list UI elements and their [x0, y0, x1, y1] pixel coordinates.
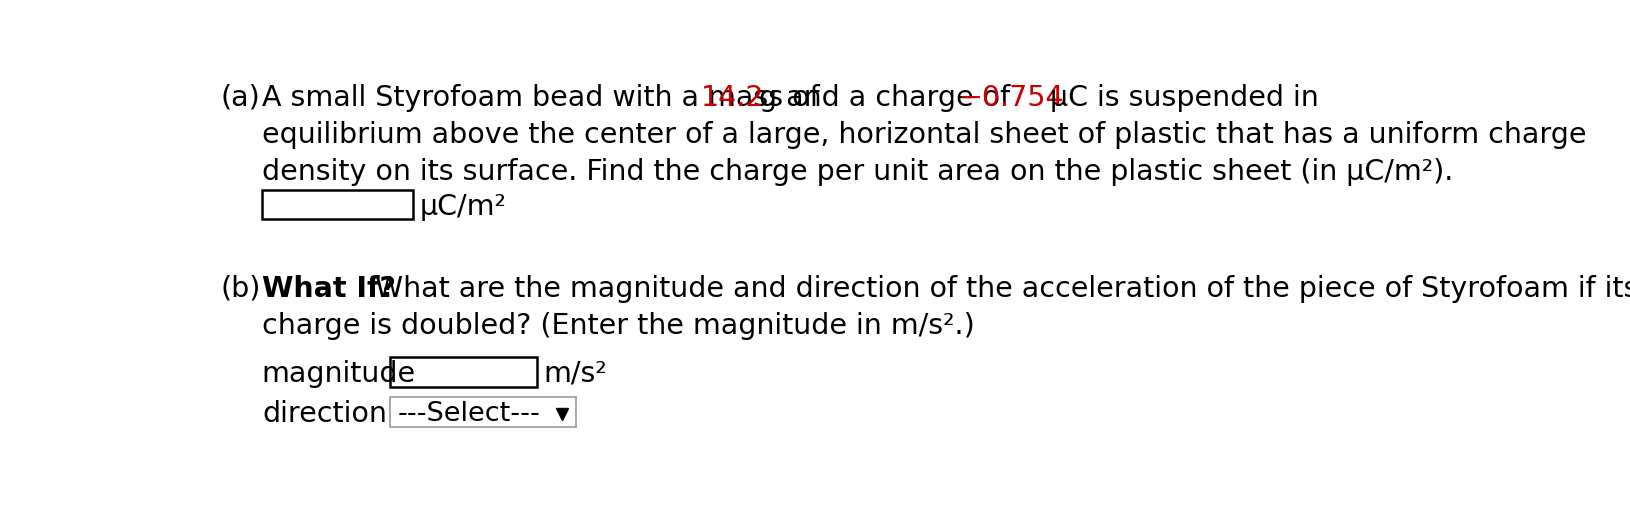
Text: (a): (a)	[220, 84, 261, 112]
Text: μC is suspended in: μC is suspended in	[1040, 84, 1319, 112]
Text: direction: direction	[262, 400, 386, 427]
Text: charge is doubled? (Enter the magnitude in m/s².): charge is doubled? (Enter the magnitude …	[262, 312, 975, 340]
Text: magnitude: magnitude	[262, 359, 416, 387]
Text: A small Styrofoam bead with a mass of: A small Styrofoam bead with a mass of	[262, 84, 828, 112]
FancyBboxPatch shape	[390, 397, 575, 426]
Text: g and a charge of: g and a charge of	[750, 84, 1019, 112]
Text: μC/m²: μC/m²	[419, 193, 505, 221]
Text: ---Select---: ---Select---	[398, 401, 541, 427]
FancyBboxPatch shape	[262, 190, 412, 220]
Text: equilibrium above the center of a large, horizontal sheet of plastic that has a : equilibrium above the center of a large,…	[262, 121, 1586, 149]
Text: m/s²: m/s²	[543, 359, 606, 387]
Text: What If?: What If?	[262, 275, 396, 303]
FancyBboxPatch shape	[390, 357, 536, 386]
Text: 14.2: 14.2	[701, 84, 764, 112]
Text: What are the magnitude and direction of the acceleration of the piece of Styrofo: What are the magnitude and direction of …	[365, 275, 1630, 303]
Text: (b): (b)	[220, 275, 261, 303]
Text: density on its surface. Find the charge per unit area on the plastic sheet (in μ: density on its surface. Find the charge …	[262, 158, 1454, 186]
Text: −0.754: −0.754	[958, 84, 1064, 112]
